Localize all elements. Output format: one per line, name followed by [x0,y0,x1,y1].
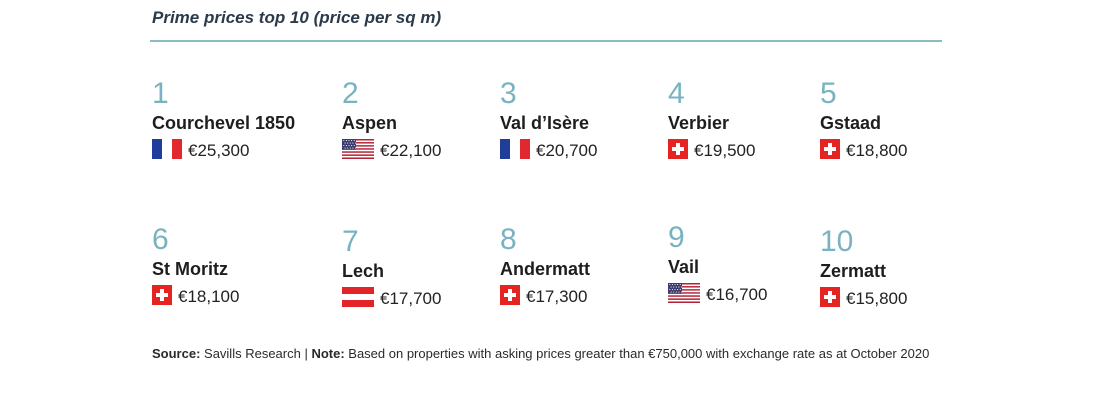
price-row: €17,700 [342,286,442,312]
rank-number: 6 [152,223,169,256]
austria-flag-icon [342,286,374,312]
source-label: Source: [152,346,201,361]
price-row: €15,800 [820,286,908,312]
price-row: €19,500 [668,138,756,164]
price-per-sqm: €18,800 [846,141,908,160]
ranking-item: 5 Gstaad €18,800 [820,78,907,162]
rank-number: 9 [668,221,685,254]
rank-number: 5 [820,77,837,110]
price-row: €17,300 [500,284,590,310]
rank-number: 10 [820,225,854,258]
ranking-item: 4 Verbier €19,500 [668,78,755,162]
price-row: €18,800 [820,138,908,164]
price-row: €22,100 [342,138,442,164]
resort-name: Aspen [342,113,398,133]
resort-name: Andermatt [500,259,591,279]
resort-name: Gstaad [820,113,882,133]
price-per-sqm: €18,100 [178,287,240,306]
price-per-sqm: €15,800 [846,289,908,308]
france-flag-icon [152,138,182,164]
resort-name: Zermatt [820,261,887,281]
ranking-item: 9 Vail €16,700 [668,222,767,306]
ranking-item: 6 St Moritz €18,100 [152,224,239,308]
source-text: Savills Research | [200,346,312,361]
price-per-sqm: €16,700 [706,285,768,304]
resort-name: Vail [668,257,700,277]
price-row: €16,700 [668,282,768,308]
switzerland-flag-icon [820,286,840,312]
chart-title: Prime prices top 10 (price per sq m) [152,8,442,27]
switzerland-flag-icon [668,138,688,164]
resort-name: Val d’Isère [500,113,590,133]
ranking-item: 3 Val d’Isère €20,700 [500,78,597,162]
price-per-sqm: €17,300 [526,287,588,306]
switzerland-flag-icon [152,284,172,310]
rank-number: 7 [342,225,359,258]
rank-number: 2 [342,77,359,110]
resort-name: Courchevel 1850 [152,113,296,133]
price-per-sqm: €25,300 [188,141,250,160]
price-per-sqm: €20,700 [536,141,598,160]
price-per-sqm: €19,500 [694,141,756,160]
resort-name: Verbier [668,113,730,133]
ranking-item: 2 Aspen €22,100 [342,78,441,162]
ranking-item: 7 Lech €17,700 [342,226,441,310]
ranking-item: 10 Zermatt €15,800 [820,226,907,310]
price-per-sqm: €22,100 [380,141,442,160]
note-label: Note: [311,346,345,361]
rank-number: 3 [500,77,517,110]
switzerland-flag-icon [820,138,840,164]
resort-name: Lech [342,261,385,281]
source-note: Source: Savills Research | Note: Based o… [152,344,952,363]
france-flag-icon [500,138,530,164]
note-text: Based on properties with asking prices g… [344,346,930,361]
price-row: €18,100 [152,284,240,310]
title-divider [150,40,942,42]
switzerland-flag-icon [500,284,520,310]
usa-flag-icon [668,282,700,308]
price-row: €25,300 [152,138,295,164]
ranking-item: 8 Andermatt €17,300 [500,224,590,308]
resort-name: St Moritz [152,259,228,279]
ranking-item: 1 Courchevel 1850 €25,300 [152,78,295,162]
rank-number: 4 [668,77,685,110]
price-row: €20,700 [500,138,598,164]
usa-flag-icon [342,138,374,164]
price-per-sqm: €17,700 [380,289,442,308]
rank-number: 8 [500,223,517,256]
rank-number: 1 [152,77,169,110]
